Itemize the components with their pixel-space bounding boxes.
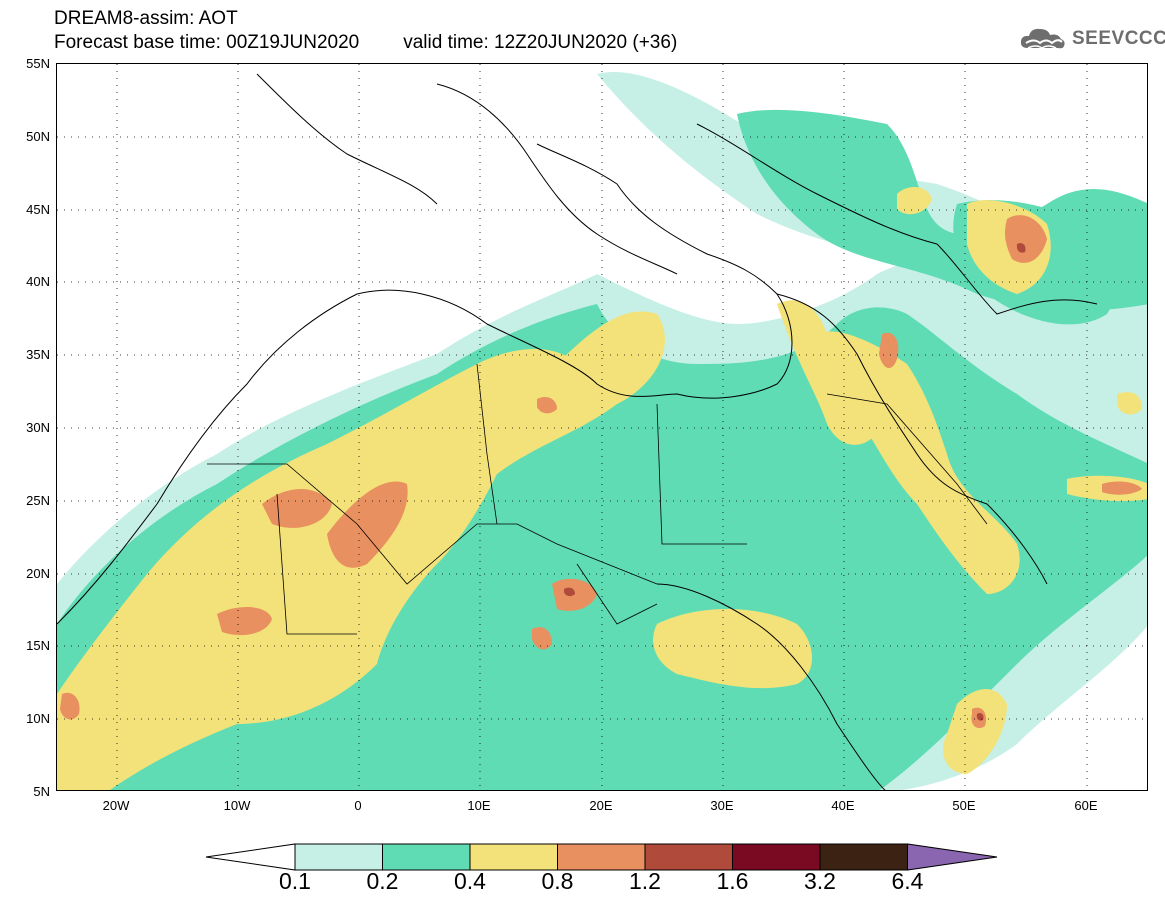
lon-label: 30E [710,798,734,813]
lon-label: 50E [952,798,976,813]
lat-label: 10N [26,711,50,726]
colorbar-tick-label: 0.1 [279,868,311,894]
coastlines [57,73,1098,790]
model-title: DREAM8-assim: AOT [54,8,238,29]
lat-label: 35N [26,347,50,362]
lon-label: 20W [102,798,130,813]
colorbar-under-triangle [205,843,296,871]
colorbar-segment [732,843,821,871]
borders [207,363,988,635]
lon-label: 40E [831,798,855,813]
colorbar-tick-label: 1.6 [716,868,749,894]
colorbar-tick-label: 1.2 [629,868,661,894]
lon-label: 10W [223,798,251,813]
aot-band-0.8 [60,215,1142,729]
graticule [57,64,1147,790]
aot-band-1.2 [564,243,1026,721]
colorbar-tick-label: 6.4 [891,868,924,894]
aot-map [56,63,1148,791]
colorbar-segment [469,843,558,871]
colorbar-tick-label: 0.8 [541,868,574,894]
lat-label: 15N [26,638,50,653]
colorbar-tick-label: 3.2 [804,868,836,894]
colorbar-segment [557,843,646,871]
lat-label: 55N [26,56,50,71]
lon-label: 20E [589,798,613,813]
cloud-icon [1020,28,1065,49]
logo: SEEVCCC [1018,24,1165,54]
time-info: Forecast base time: 00Z19JUN2020 valid ti… [54,32,677,54]
lon-label: 10E [467,798,491,813]
lat-label: 5N [33,784,50,799]
lat-label: 50N [26,129,50,144]
colorbar-over-triangle [907,843,998,871]
lat-label: 45N [26,202,50,217]
lat-label: 25N [26,493,50,508]
colorbar-segment [819,843,908,871]
lat-label: 30N [26,420,50,435]
lon-label: 60E [1074,798,1098,813]
colorbar-segment [294,843,383,871]
lat-label: 20N [26,566,50,581]
logo-text: SEEVCCC [1072,28,1165,49]
colorbar-segment [382,843,471,871]
valid-time: valid time: 12Z20JUN2020 (+36) [403,32,678,53]
aot-colorbar [205,843,998,871]
colorbar-tick-label: 0.2 [366,868,399,894]
colorbar-segment [644,843,733,871]
aot-field [57,64,1147,790]
base-time: Forecast base time: 00Z19JUN2020 [54,32,360,53]
lon-label: 0 [354,798,362,813]
lat-label: 40N [26,274,50,289]
colorbar-tick-label: 0.4 [454,868,486,894]
